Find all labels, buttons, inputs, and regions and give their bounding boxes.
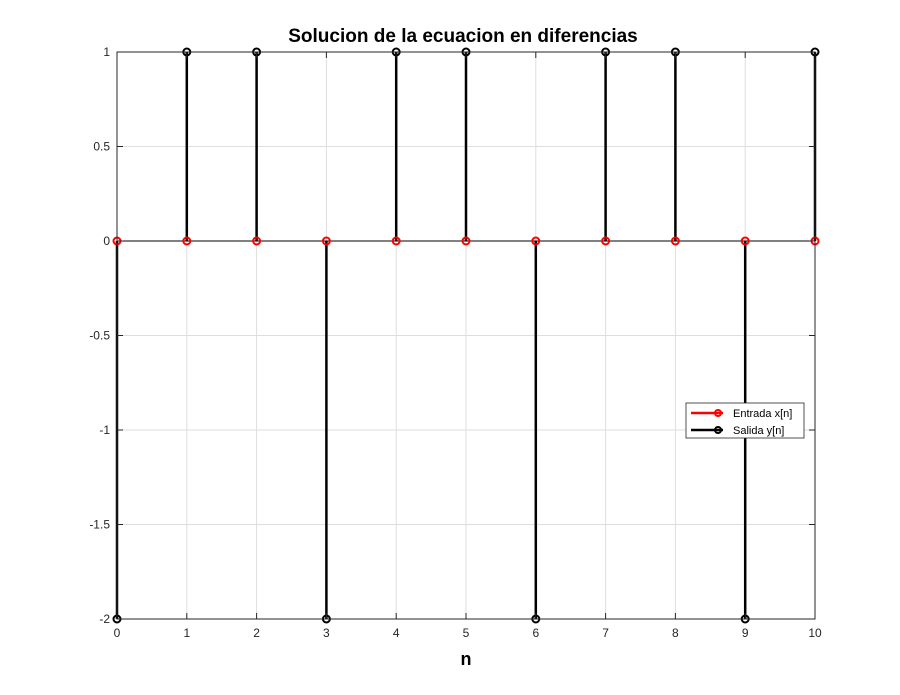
chart-title: Solucion de la ecuacion en diferencias — [288, 26, 638, 47]
x-tick-label: 0 — [114, 626, 121, 640]
x-tick-label: 3 — [323, 626, 330, 640]
x-tick-label: 6 — [532, 626, 539, 640]
y-tick-labels: 1 0.5 0 -0.5 -1 -1.5 -2 — [89, 45, 110, 626]
entrada-x-n-marker — [740, 236, 750, 246]
entrada-x-n-marker — [461, 236, 471, 246]
y-tick-label: 1 — [103, 45, 110, 59]
y-tick-label: -0.5 — [89, 329, 110, 343]
x-tick-label: 7 — [602, 626, 609, 640]
x-tick-label: 5 — [463, 626, 470, 640]
legend-marker — [714, 426, 722, 434]
ticks — [116, 51, 816, 620]
legend-label: Entrada x[n] — [733, 408, 792, 420]
legend-label: Salida y[n] — [733, 425, 784, 437]
entrada-x-n-marker — [321, 236, 331, 246]
y-tick-label: 0.5 — [93, 140, 110, 154]
y-tick-label: -2 — [99, 612, 110, 626]
y-tick-label: -1 — [99, 423, 110, 437]
x-tick-label: 4 — [393, 626, 400, 640]
stems — [115, 52, 817, 619]
x-tick-labels: 0 1 2 3 4 5 6 7 8 9 10 — [114, 626, 822, 640]
y-tick-label: 0 — [103, 234, 110, 248]
y-tick-label: -1.5 — [89, 518, 110, 532]
legend: Entrada x[n] Salida y[n] — [685, 402, 805, 439]
x-tick-label: 2 — [253, 626, 260, 640]
x-tick-label: 8 — [672, 626, 679, 640]
x-tick-label: 10 — [808, 626, 822, 640]
entrada-x-n-marker — [531, 236, 541, 246]
x-axis-label: n — [461, 649, 472, 669]
entrada-x-n-marker — [182, 236, 192, 246]
entrada-x-n-marker — [670, 236, 680, 246]
legend-box — [685, 402, 805, 439]
x-tick-label: 9 — [742, 626, 749, 640]
entrada-x-n-marker — [391, 236, 401, 246]
x-tick-label: 1 — [183, 626, 190, 640]
legend-marker — [714, 409, 722, 417]
entrada-x-n-marker — [601, 236, 611, 246]
entrada-x-n-marker — [252, 236, 262, 246]
